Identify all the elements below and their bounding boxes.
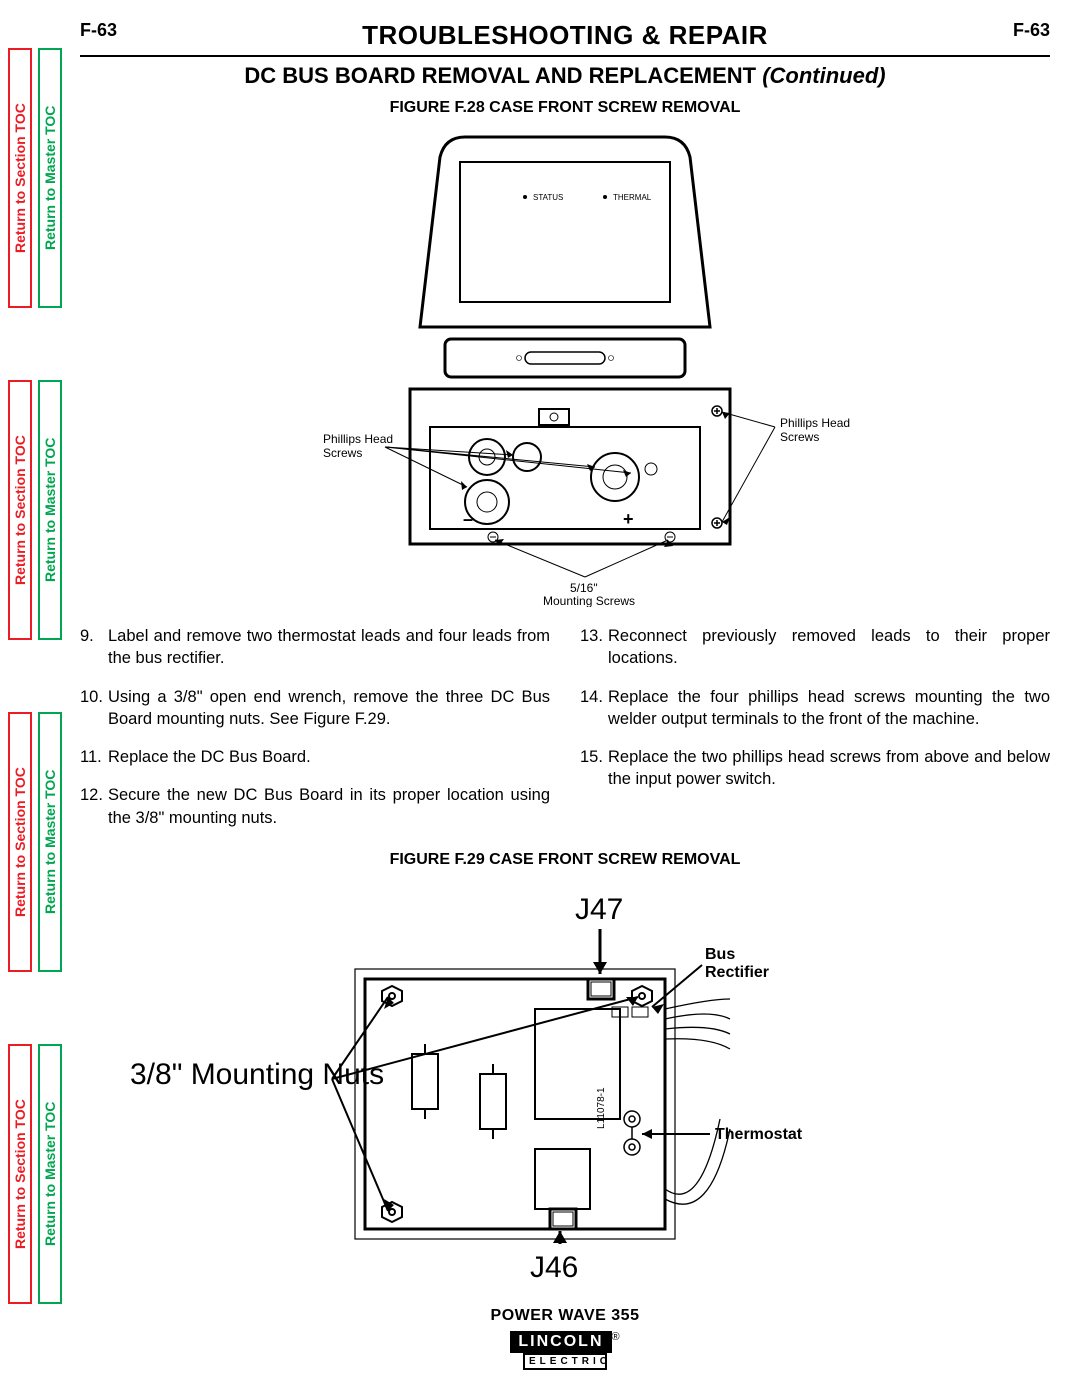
step-text: Replace the two phillips head screws fro… xyxy=(608,746,1050,791)
return-master-toc-link[interactable]: Return to Master TOC xyxy=(38,1044,62,1304)
main-title: TROUBLESHOOTING & REPAIR xyxy=(117,20,1013,51)
svg-text:THERMAL: THERMAL xyxy=(613,193,652,202)
svg-text:Thermostat: Thermostat xyxy=(715,1126,803,1143)
right-column: 13.Reconnect previously removed leads to… xyxy=(580,625,1050,845)
header-rule xyxy=(80,55,1050,57)
figure1-caption: FIGURE F.28 CASE FRONT SCREW REMOVAL xyxy=(80,99,1050,117)
page-footer: POWER WAVE 355 LINCOLN® ELECTRIC xyxy=(80,1307,1050,1370)
step-number: 13. xyxy=(580,625,608,670)
registered-mark: ® xyxy=(612,1331,620,1343)
sub-title: DC BUS BOARD REMOVAL AND REPLACEMENT (Co… xyxy=(80,63,1050,89)
return-master-toc-link[interactable]: Return to Master TOC xyxy=(38,48,62,308)
svg-text:Bus: Bus xyxy=(705,946,735,963)
footer-model: POWER WAVE 355 xyxy=(80,1307,1050,1325)
left-column: 9.Label and remove two thermostat leads … xyxy=(80,625,550,845)
step-text: Secure the new DC Bus Board in its prope… xyxy=(108,784,550,829)
svg-text:Rectifier: Rectifier xyxy=(705,964,769,981)
return-master-toc-link[interactable]: Return to Master TOC xyxy=(38,380,62,640)
step-text: Label and remove two thermostat leads an… xyxy=(108,625,550,670)
svg-text:+: + xyxy=(623,509,634,529)
figure-f29: J47 xyxy=(110,879,930,1279)
step-number: 10. xyxy=(80,686,108,731)
figure-f28: STATUS THERMAL xyxy=(215,127,915,607)
side-nav: Return to Section TOC Return to Master T… xyxy=(8,0,73,1360)
instruction-columns: 9.Label and remove two thermostat leads … xyxy=(80,625,1050,845)
step-number: 15. xyxy=(580,746,608,791)
step-number: 12. xyxy=(80,784,108,829)
svg-text:L11078-1: L11078-1 xyxy=(596,1087,607,1129)
svg-text:–: – xyxy=(463,509,473,529)
return-section-toc-link[interactable]: Return to Section TOC xyxy=(8,712,32,972)
step-text: Replace the DC Bus Board. xyxy=(108,746,550,768)
return-section-toc-link[interactable]: Return to Section TOC xyxy=(8,48,32,308)
page-content: F-63 TROUBLESHOOTING & REPAIR F-63 DC BU… xyxy=(80,20,1050,1380)
page-code-right: F-63 xyxy=(1013,20,1050,41)
figure2-caption: FIGURE F.29 CASE FRONT SCREW REMOVAL xyxy=(80,851,1050,869)
svg-text:Screws: Screws xyxy=(323,446,362,460)
step-text: Using a 3/8" open end wrench, remove the… xyxy=(108,686,550,731)
svg-text:Screws: Screws xyxy=(780,430,819,444)
brand-logo: LINCOLN® ELECTRIC xyxy=(510,1331,619,1370)
svg-text:J46: J46 xyxy=(530,1251,578,1279)
logo-top-text: LINCOLN xyxy=(510,1331,611,1353)
svg-text:J47: J47 xyxy=(575,893,623,926)
step-text: Replace the four phillips head screws mo… xyxy=(608,686,1050,731)
figure-f28-svg: STATUS THERMAL xyxy=(215,127,915,607)
svg-text:STATUS: STATUS xyxy=(533,193,563,202)
svg-text:5/16": 5/16" xyxy=(570,581,598,595)
return-section-toc-link[interactable]: Return to Section TOC xyxy=(8,1044,32,1304)
step-text: Reconnect previously removed leads to th… xyxy=(608,625,1050,670)
svg-text:Phillips Head: Phillips Head xyxy=(780,416,850,430)
logo-bottom-text: ELECTRIC xyxy=(523,1353,607,1370)
step-number: 11. xyxy=(80,746,108,768)
return-section-toc-link[interactable]: Return to Section TOC xyxy=(8,380,32,640)
page-code-left: F-63 xyxy=(80,20,117,41)
header-row: F-63 TROUBLESHOOTING & REPAIR F-63 xyxy=(80,20,1050,51)
figure-f29-svg: J47 xyxy=(110,879,930,1279)
step-number: 9. xyxy=(80,625,108,670)
step-number: 14. xyxy=(580,686,608,731)
return-master-toc-link[interactable]: Return to Master TOC xyxy=(38,712,62,972)
svg-text:Phillips Head: Phillips Head xyxy=(323,432,393,446)
svg-text:Mounting Screws: Mounting Screws xyxy=(543,594,635,607)
